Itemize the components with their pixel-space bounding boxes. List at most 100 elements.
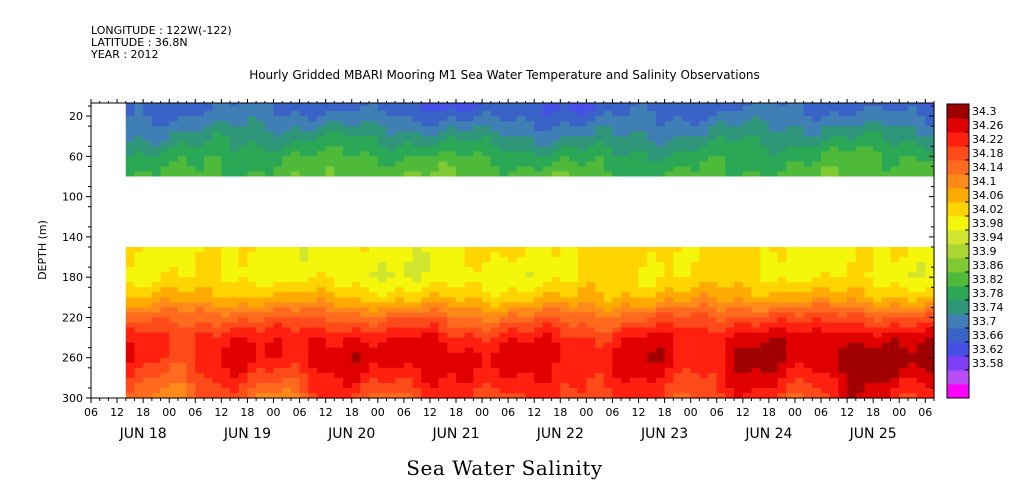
heat-cell [238,362,249,369]
heat-cell [273,277,283,283]
heat-cell [299,171,309,178]
heat-cell [742,116,753,122]
heat-cell [629,267,640,273]
heat-cell [308,116,318,122]
heat-cell [821,372,831,379]
heat-cell [638,327,648,334]
heat-cell [369,141,379,147]
heat-cell [212,362,222,369]
heat-cell [395,161,405,168]
heat-cell [490,302,501,308]
heat-cell [299,161,309,168]
heat-cell [403,272,414,278]
heat-cell [369,392,379,399]
heat-cell [907,332,918,339]
heat-cell [751,362,761,369]
heat-cell [734,262,744,268]
heat-cell [621,297,631,303]
heat-cell [369,156,379,162]
heat-cell [890,282,900,288]
heat-cell [143,372,153,379]
heat-cell [534,166,544,173]
heat-cell [699,382,709,389]
heat-cell [568,166,579,173]
heat-cell [603,297,614,303]
heat-cell [794,262,805,268]
heat-cell [125,146,136,152]
heat-cell [612,116,622,122]
heat-cell [595,342,605,349]
heat-cell [160,357,170,364]
heat-cell [160,257,170,263]
heat-cell [864,156,874,162]
heat-cell [377,332,388,339]
heat-cell [169,322,179,329]
heat-cell [560,387,570,394]
heat-cell [629,382,640,389]
heat-cell [603,312,614,319]
heat-cell [508,367,518,374]
heat-cell [664,111,674,117]
heat-cell [508,357,518,364]
heat-cell [343,146,353,152]
heat-cell [186,367,196,374]
heat-cell [855,332,866,339]
heat-cell [560,116,570,122]
heat-cell [907,161,918,168]
heat-cell [195,141,205,147]
heat-cell [386,377,396,384]
heat-cell [482,131,492,137]
heat-cell [629,302,640,308]
heat-cell [716,103,727,107]
heat-cell [881,166,892,173]
heat-cell [403,322,414,329]
heat-cell [203,171,214,178]
heat-cell [273,337,283,344]
heat-cell [438,252,448,258]
heat-cell [760,342,770,349]
heat-cell [534,151,544,157]
heat-cell [664,307,674,314]
heat-cell [273,103,283,107]
heat-cell [734,347,744,354]
heat-cell [612,392,622,399]
heat-cell [386,171,396,178]
heat-cell [890,287,900,293]
heat-cell [351,267,362,273]
heat-cell [395,292,405,298]
heat-cell [829,141,839,147]
heat-cell [768,297,779,303]
heat-cell [734,337,744,344]
heat-cell [803,246,813,253]
heat-cell [595,322,605,329]
heat-cell [890,367,900,374]
heat-cell [299,131,309,137]
colorbar-swatch [947,342,969,357]
heat-cell [542,106,553,112]
heat-cell [403,257,414,263]
heat-cell [560,287,570,293]
heat-cell [725,277,735,283]
heat-cell [847,103,857,107]
heat-cell [177,362,188,369]
heat-cell [160,156,170,162]
heat-cell [812,111,822,117]
heat-cell [760,156,770,162]
heat-cell [612,131,622,137]
heat-cell [751,272,761,278]
heat-cell [664,312,674,319]
heat-cell [873,126,883,132]
heat-cell [360,372,370,379]
heat-cell [838,382,848,389]
heat-cell [612,312,622,319]
heat-cell [881,146,892,152]
heat-cell [516,352,527,359]
heat-cell [725,121,735,127]
heat-cell [186,392,196,399]
heat-cell [907,262,918,268]
heat-cell [334,387,344,394]
heat-cell [786,146,796,152]
heat-cell [203,342,214,349]
heat-cell [794,116,805,122]
heat-cell [299,347,309,354]
